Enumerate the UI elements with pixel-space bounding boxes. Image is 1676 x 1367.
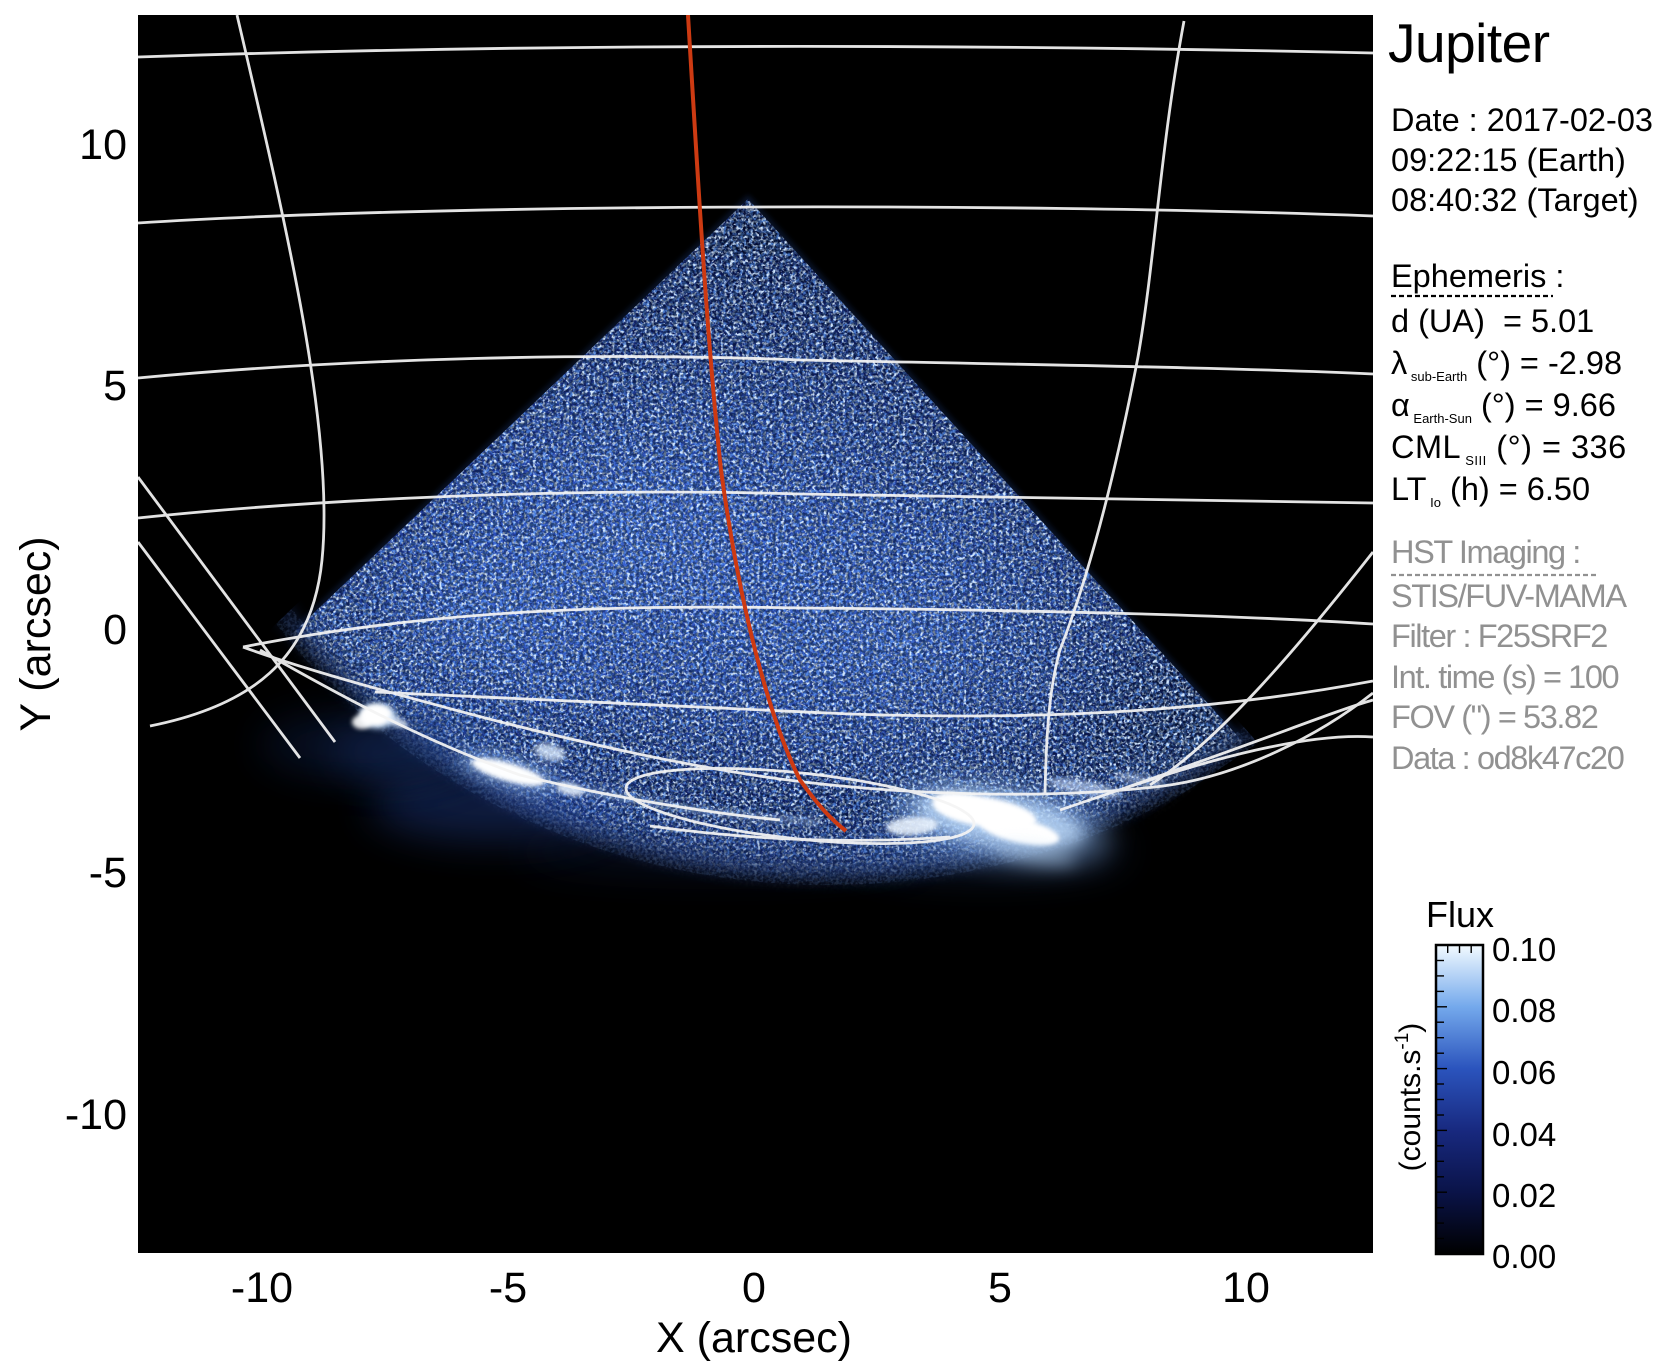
svg-text:d (UA) = 5.01: d (UA) = 5.01 bbox=[1391, 303, 1594, 339]
svg-text:10: 10 bbox=[79, 121, 127, 169]
svg-text:α Earth-Sun (°) = 9.66: α Earth-Sun (°) = 9.66 bbox=[1391, 387, 1616, 426]
svg-text:λ sub-Earth (°) = -2.98: λ sub-Earth (°) = -2.98 bbox=[1391, 345, 1622, 384]
svg-text:Flux: Flux bbox=[1426, 894, 1494, 935]
svg-text:(counts.s-1): (counts.s-1) bbox=[1392, 1023, 1427, 1172]
svg-text:STIS/FUV-MAMA: STIS/FUV-MAMA bbox=[1391, 578, 1627, 614]
svg-text:08:40:32 (Target): 08:40:32 (Target) bbox=[1391, 182, 1639, 218]
svg-text:-5: -5 bbox=[89, 849, 127, 897]
svg-text:0.10: 0.10 bbox=[1492, 931, 1556, 968]
svg-text:0.08: 0.08 bbox=[1492, 992, 1556, 1029]
svg-text:0.06: 0.06 bbox=[1492, 1054, 1556, 1091]
svg-text:X (arcsec): X (arcsec) bbox=[656, 1314, 852, 1362]
svg-text:Y (arcsec): Y (arcsec) bbox=[12, 536, 60, 731]
svg-text:CML SIII (°) = 336: CML SIII (°) = 336 bbox=[1391, 429, 1627, 468]
svg-text:0.00: 0.00 bbox=[1492, 1238, 1556, 1275]
svg-text:Filter : F25SRF2: Filter : F25SRF2 bbox=[1391, 618, 1607, 654]
svg-text:LT Io (h) = 6.50: LT Io (h) = 6.50 bbox=[1391, 471, 1590, 510]
svg-text:5: 5 bbox=[988, 1264, 1012, 1312]
svg-text:-5: -5 bbox=[489, 1264, 527, 1312]
svg-text:0.02: 0.02 bbox=[1492, 1177, 1556, 1214]
svg-text:5: 5 bbox=[103, 362, 127, 410]
svg-text:-10: -10 bbox=[65, 1091, 127, 1139]
svg-text:Data : od8k47c20: Data : od8k47c20 bbox=[1391, 740, 1624, 776]
svg-text:09:22:15 (Earth): 09:22:15 (Earth) bbox=[1391, 142, 1626, 178]
svg-text:Date : 2017-02-03: Date : 2017-02-03 bbox=[1391, 102, 1653, 138]
svg-text:Ephemeris :: Ephemeris : bbox=[1391, 258, 1564, 294]
svg-text:0.04: 0.04 bbox=[1492, 1116, 1556, 1153]
svg-text:FOV (") = 53.82: FOV (") = 53.82 bbox=[1391, 699, 1598, 735]
svg-text:0: 0 bbox=[742, 1264, 766, 1312]
svg-text:Jupiter: Jupiter bbox=[1388, 12, 1550, 74]
svg-text:10: 10 bbox=[1222, 1264, 1270, 1312]
svg-text:0: 0 bbox=[103, 606, 127, 654]
svg-text:HST Imaging :: HST Imaging : bbox=[1391, 534, 1580, 570]
svg-text:Int. time (s) = 100: Int. time (s) = 100 bbox=[1391, 659, 1619, 695]
svg-text:-10: -10 bbox=[231, 1264, 293, 1312]
